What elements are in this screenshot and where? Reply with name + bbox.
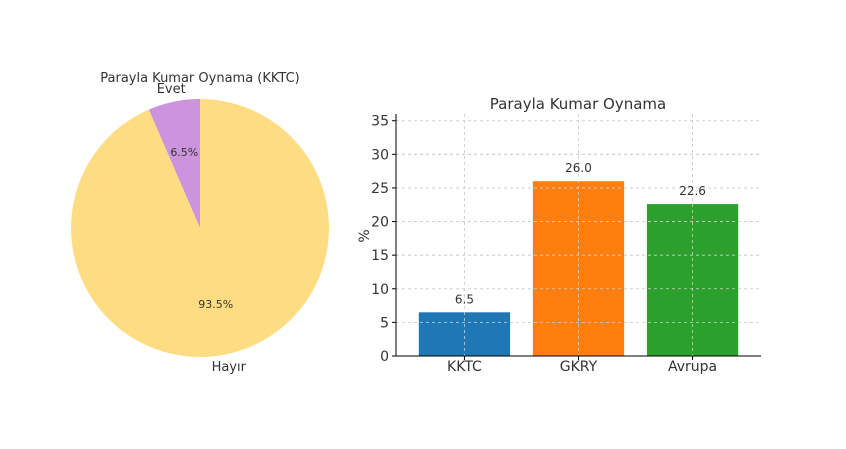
bar-value-labels: 6.5 26.0 22.6 [455,161,706,306]
pie-chart: Parayla Kumar Oynama (KKTC) 6.5% 93.5% Ev… [71,71,330,375]
y-tick-label: 15 [371,248,389,264]
x-tick-label: Avrupa [668,359,717,375]
bar-value-label: 22.6 [679,184,706,198]
pie-slices [71,99,330,358]
pie-slice-evet [148,99,200,228]
bar-bars [396,114,761,356]
bar-avrupa [646,204,739,356]
pie-percent-label: 93.5% [198,298,233,311]
y-tick-label: 25 [371,181,389,197]
pie-category-labels: Evet Hayır [157,82,247,375]
x-tick-label: KKTC [447,359,482,375]
pie-category-label: Hayır [212,360,247,375]
pie-percent-labels: 6.5% 93.5% [170,146,233,311]
bar-value-label: 6.5 [455,292,474,306]
bar-title: Parayla Kumar Oynama [490,95,666,113]
y-tick-label: 20 [371,215,389,231]
bar-chart: Parayla Kumar Oynama 6.5 26.0 22.6 0 5 10 15 2… [357,95,761,375]
bar-value-label: 26.0 [565,161,592,175]
y-tick-label: 30 [371,147,389,163]
y-tick-label: 10 [371,282,389,298]
bar-x-ticks: KKTC GKRY Avrupa [447,356,717,375]
bar-y-ticks: 0 5 10 15 20 25 30 35 [371,114,396,365]
bar-y-axis-label: % [357,229,373,242]
bar-gkry [532,181,625,356]
y-tick-label: 0 [380,349,389,365]
y-tick-label: 35 [371,114,389,130]
pie-title: Parayla Kumar Oynama (KKTC) [100,71,300,86]
pie-slice-hayır [71,99,330,358]
pie-percent-label: 6.5% [170,146,198,159]
x-tick-label: GKRY [560,359,598,375]
pie-category-label: Evet [157,82,186,97]
y-tick-label: 5 [380,315,389,331]
